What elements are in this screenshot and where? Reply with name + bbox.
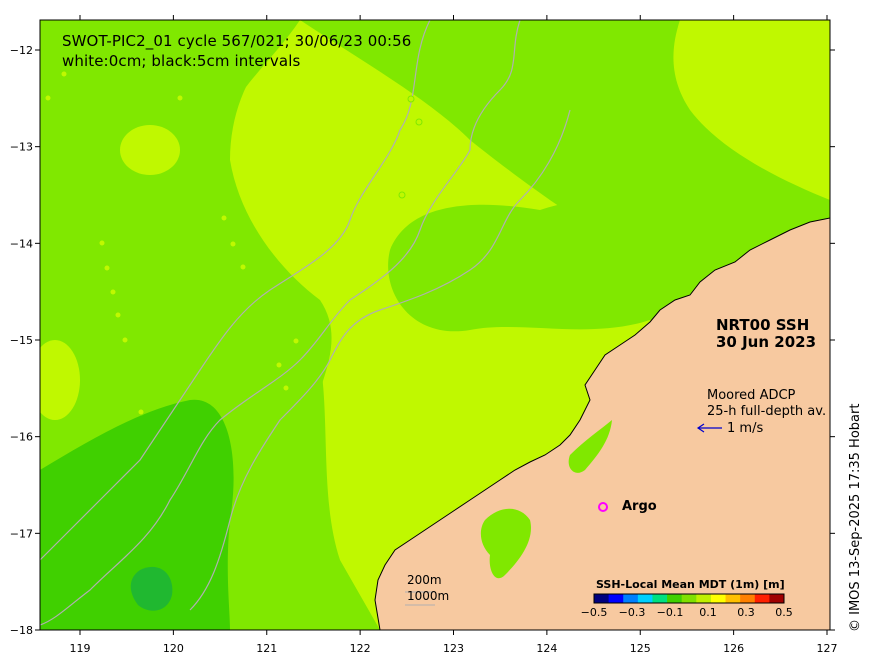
data-markers [44,70,423,416]
colorbar-tick-label: −0.3 [619,606,646,619]
inlet-green [480,508,531,579]
colorbar-swatch [740,594,756,603]
argo-marker [598,502,608,512]
ssh-green-left [40,20,332,432]
map-field [40,20,830,630]
inlet-green-2 [568,420,612,473]
isobath-1000m [40,20,431,561]
colorbar-swatch [725,594,741,603]
depth-legend-200m: 200m [407,573,442,587]
product-title: NRT00 SSH [716,316,810,334]
ssh-yellow-patch [120,125,180,175]
ssh-darker-green [130,566,173,611]
axis-tick-labels: 119 120 121 122 123 124 125 126 127 −12 −13 −14 −15 −… [10,44,838,655]
y-tick-label: −12 [10,44,33,57]
colorbar-tick-label: 0.5 [775,606,793,619]
colorbar-tick-label: 0.1 [699,606,717,619]
y-tick-label: −17 [10,527,33,540]
colorbar-swatch [754,594,770,603]
ssh-yellow-patch-left [40,340,80,420]
colorbar-swatch [594,594,610,603]
axis-ticks [35,15,835,635]
colorbar-tick-label: 0.3 [737,606,755,619]
x-tick-label: 122 [350,642,371,655]
x-tick-label: 121 [256,642,277,655]
y-tick-label: −16 [10,431,33,444]
adcp-scale-label: 1 m/s [727,421,764,436]
depth-legend-1000m: 1000m [407,589,450,603]
colorbar-title: SSH-Local Mean MDT (1m) [m] [596,578,785,591]
adcp-arrow [696,423,722,433]
x-tick-label: 119 [70,642,91,655]
adcp-label-1: Moored ADCP [707,388,796,403]
colorbar-swatch [696,594,712,603]
x-tick-label: 120 [163,642,184,655]
colorbar-swatch [608,594,624,603]
credit-text: © IMOS 13-Sep-2025 17:35 Hobart [848,403,863,632]
colorbar-tick-label: −0.1 [657,606,684,619]
y-tick-label: −13 [10,141,33,154]
colorbar-swatch [667,594,683,603]
y-tick-label: −15 [10,334,33,347]
ssh-green-lobe [388,199,717,332]
ssh-dark-green [40,399,234,630]
colorbar-swatch [652,594,668,603]
isobath-200m [40,20,521,626]
colorbar: −0.5 −0.3 −0.1 0.1 0.3 0.5 [581,593,793,619]
colorbar-tick-label: −0.5 [581,606,608,619]
colorbar-frame [593,593,785,604]
colorbar-swatch [623,594,639,603]
adcp-label-2: 25-h full-depth av. [707,404,827,419]
ssh-yellowgreen-topright [673,20,830,200]
colorbar-swatch [637,594,653,603]
y-tick-label: −14 [10,237,33,250]
plot-frame [39,19,831,631]
isobath-shelf [189,109,571,611]
title-line-1: SWOT-PIC2_01 cycle 567/021; 30/06/23 00:… [62,32,412,50]
product-date: 30 Jun 2023 [716,333,817,351]
y-tick-label: −18 [10,624,33,637]
colorbar-swatch [681,594,697,603]
colorbar-swatch [710,594,727,603]
title-line-2: white:0cm; black:5cm intervals [62,52,301,70]
x-tick-label: 123 [443,642,464,655]
argo-label: Argo [622,499,657,514]
x-tick-label: 125 [630,642,651,655]
x-tick-label: 127 [817,642,838,655]
x-tick-label: 126 [723,642,744,655]
colorbar-swatch [769,594,785,603]
x-tick-label: 124 [536,642,557,655]
